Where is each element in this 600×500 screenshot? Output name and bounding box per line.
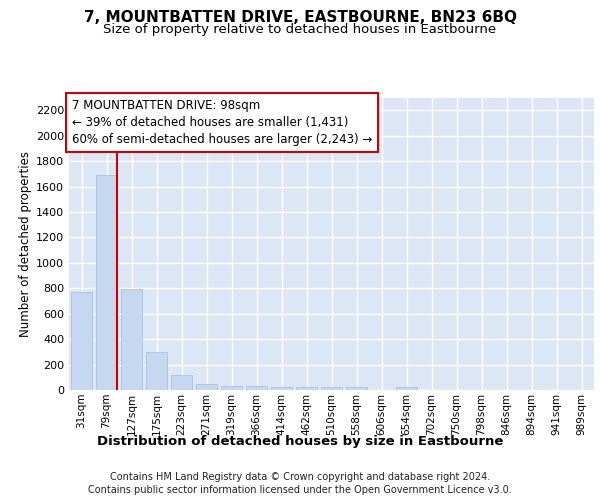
Bar [346,388,367,390]
Bar [71,292,92,390]
Y-axis label: Number of detached properties: Number of detached properties [19,151,32,337]
Bar [196,384,217,390]
Text: 7 MOUNTBATTEN DRIVE: 98sqm
← 39% of detached houses are smaller (1,431)
60% of s: 7 MOUNTBATTEN DRIVE: 98sqm ← 39% of deta… [71,99,372,146]
Bar [396,388,417,390]
Text: Contains public sector information licensed under the Open Government Licence v3: Contains public sector information licen… [88,485,512,495]
Bar [171,376,192,390]
Bar [96,175,117,390]
Text: Size of property relative to detached houses in Eastbourne: Size of property relative to detached ho… [103,22,497,36]
Text: Contains HM Land Registry data © Crown copyright and database right 2024.: Contains HM Land Registry data © Crown c… [110,472,490,482]
Text: Distribution of detached houses by size in Eastbourne: Distribution of detached houses by size … [97,435,503,448]
Bar [296,387,317,390]
Bar [146,352,167,390]
Bar [321,387,342,390]
Bar [121,289,142,390]
Bar [271,387,292,390]
Text: 7, MOUNTBATTEN DRIVE, EASTBOURNE, BN23 6BQ: 7, MOUNTBATTEN DRIVE, EASTBOURNE, BN23 6… [83,10,517,25]
Bar [221,386,242,390]
Bar [246,386,267,390]
